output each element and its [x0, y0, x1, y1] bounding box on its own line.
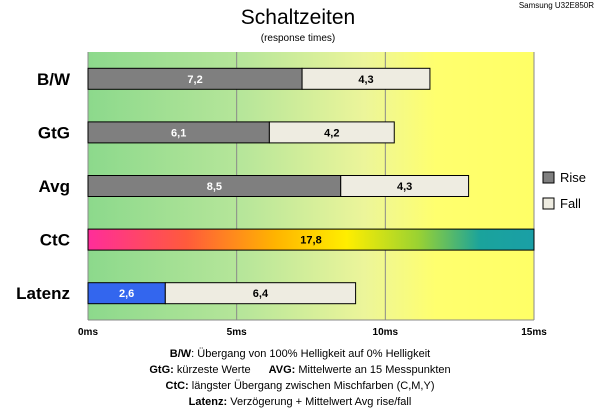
x-axis-tick-labels: 0ms 5ms 10ms 15ms — [78, 327, 547, 338]
note-ctc-key: CtC: — [165, 380, 189, 392]
note-gtg-key: GtG: — [149, 364, 174, 376]
bar-latenz-value-label: 2,6 — [119, 288, 134, 300]
note-latenz-text: Verzögerung + Mittelwert Avg rise/fall — [227, 396, 412, 408]
bar-avg-fall — [340, 175, 470, 197]
bar-avg-rise-label: 8,5 — [207, 181, 222, 193]
note-gtg-avg: GtG: kürzeste Werte AVG: Mittelwerte an 1… — [0, 362, 600, 378]
legend-swatch-rise — [542, 171, 555, 184]
legend-label-fall: Fall — [560, 196, 581, 211]
bar-latenz-fall-label: 6,4 — [253, 288, 269, 300]
category-label-latenz: Latenz — [16, 284, 70, 303]
chart-notes: B/W: Übergang von 100% Helligkeit auf 0%… — [0, 346, 600, 410]
note-bw-key: B/W — [169, 348, 192, 360]
note-bw-text: : Übergang von 100% Helligkeit auf 0% He… — [191, 348, 431, 360]
response-time-chart: Schaltzeiten (response times) Samsung U3… — [16, 1, 594, 338]
category-labels: B/W GtG Avg CtC Latenz — [16, 70, 71, 303]
note-latenz: Latenz: Verzögerung + Mittelwert Avg ris… — [0, 394, 600, 410]
chart-title: Schaltzeiten — [241, 6, 355, 29]
bar-ctc-value — [87, 228, 535, 251]
monitor-model-label: Samsung U32E850R — [519, 1, 594, 10]
note-latenz-key: Latenz: — [188, 396, 228, 408]
x-tick-10: 10ms — [373, 327, 399, 338]
category-label-ctc: CtC — [40, 231, 70, 250]
bar-b-w-rise-label: 7,2 — [187, 74, 202, 86]
note-ctc-text: längster Übergang zwischen Mischfarben (… — [188, 380, 435, 392]
bar-b-w-fall — [301, 67, 431, 90]
category-label-b-w: B/W — [37, 70, 71, 89]
legend: Rise Fall — [542, 170, 586, 211]
chart-subtitle: (response times) — [261, 33, 335, 44]
note-gtg-text: kürzeste Werte — [173, 364, 251, 376]
note-avg-key: AVG: — [268, 364, 296, 376]
legend-swatch-fall — [542, 197, 555, 210]
x-tick-15: 15ms — [521, 327, 547, 338]
x-tick-0: 0ms — [78, 327, 98, 338]
bar-avg-fall-label: 4,3 — [397, 181, 412, 193]
bars-group: 7,2 4,3 6,1 4,2 8,5 4,3 17,8 2,6 6,4 — [87, 67, 535, 305]
note-ctc: CtC: längster Übergang zwischen Mischfar… — [0, 378, 600, 394]
category-label-avg: Avg — [39, 177, 71, 196]
bar-gtg-fall — [268, 121, 395, 144]
note-bw: B/W: Übergang von 100% Helligkeit auf 0%… — [0, 346, 600, 362]
note-avg-text: Mittelwerte an 15 Messpunkten — [295, 364, 451, 376]
bar-b-w-fall-label: 4,3 — [358, 74, 373, 86]
bar-latenz-fall — [164, 282, 357, 305]
bar-gtg-rise-label: 6,1 — [171, 127, 186, 139]
legend-label-rise: Rise — [560, 170, 586, 185]
bar-gtg-fall-label: 4,2 — [324, 127, 339, 139]
bar-ctc-value-label: 17,8 — [300, 235, 321, 247]
x-tick-5: 5ms — [227, 327, 247, 338]
category-label-gtg: GtG — [38, 123, 70, 142]
